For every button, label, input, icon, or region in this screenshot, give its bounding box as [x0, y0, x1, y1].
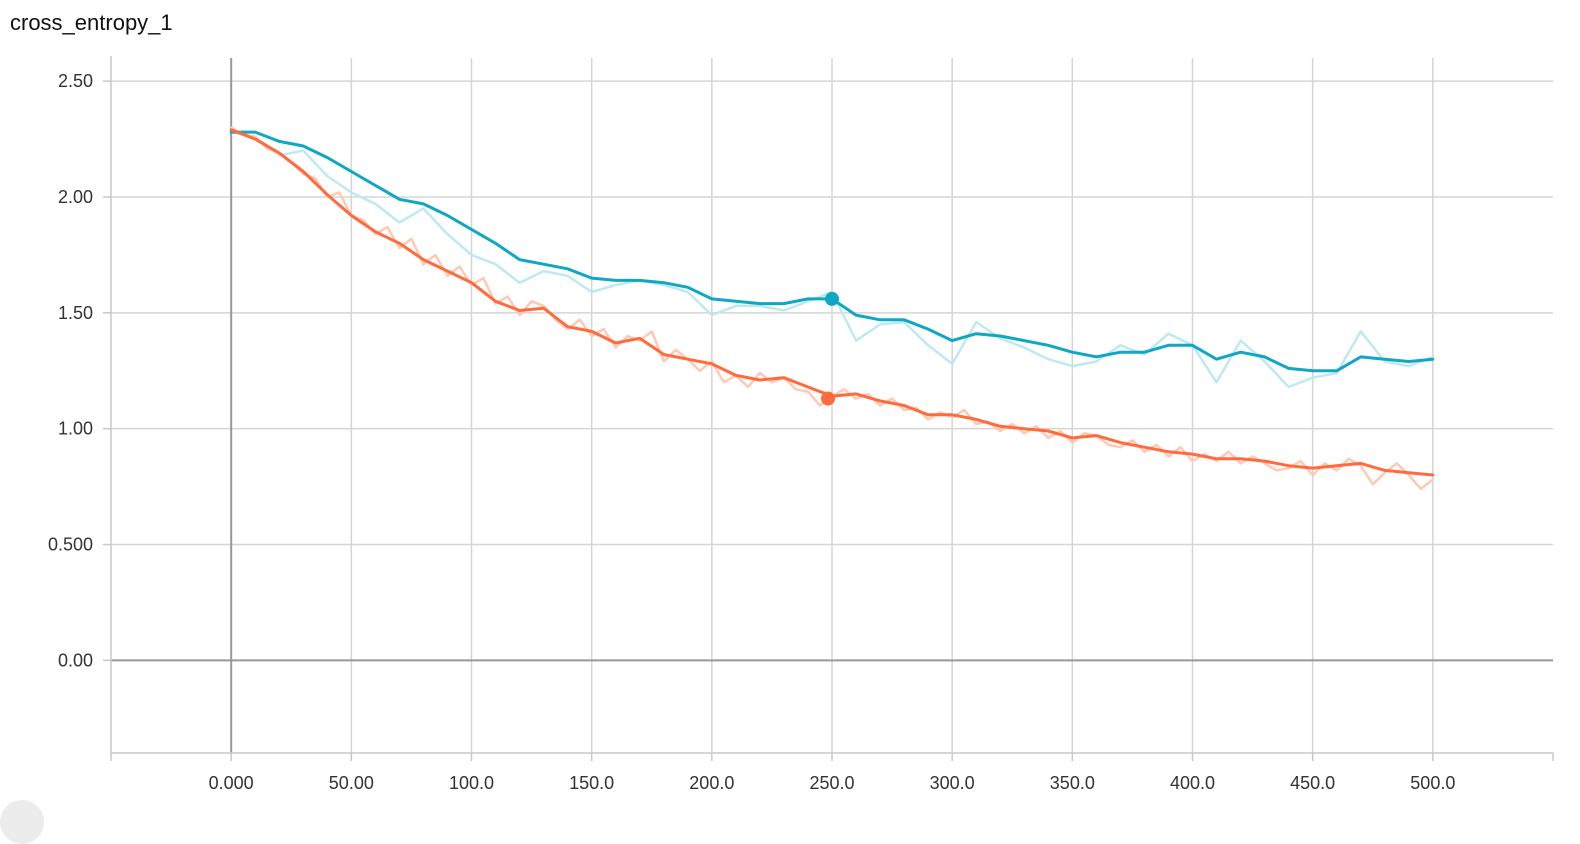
- x-tick-label: 450.0: [1290, 773, 1335, 793]
- x-tick-label: 400.0: [1170, 773, 1215, 793]
- y-tick-label: 0.500: [48, 535, 93, 555]
- axes: [103, 56, 1554, 761]
- x-tick-label: 200.0: [689, 773, 734, 793]
- chart-area: 0.000 50.00 100.0 150.0 200.0 250.0 300.0 350.0…: [0, 0, 1580, 820]
- x-tick-label: 350.0: [1050, 773, 1095, 793]
- y-tick-label: 2.00: [58, 187, 93, 207]
- corner-circle-button[interactable]: [0, 800, 44, 844]
- x-tick-label: 50.00: [329, 773, 374, 793]
- hover-point-orange: [821, 391, 835, 406]
- x-tick-label: 0.000: [209, 773, 254, 793]
- x-tick-label: 500.0: [1410, 773, 1455, 793]
- x-tick-label: 150.0: [569, 773, 614, 793]
- y-tick-label: 1.00: [58, 419, 93, 439]
- line-chart[interactable]: 0.000 50.00 100.0 150.0 200.0 250.0 300.0 350.0…: [0, 0, 1580, 820]
- y-tick-label: 0.00: [58, 650, 93, 670]
- chart-title: cross_entropy_1: [10, 10, 173, 35]
- grid-lines: [111, 58, 1553, 753]
- y-tick-label: 2.50: [58, 71, 93, 91]
- x-tick-label: 250.0: [809, 773, 854, 793]
- tick-labels: 0.000 50.00 100.0 150.0 200.0 250.0 300.0 350.0…: [48, 71, 1455, 793]
- hover-point-teal: [825, 291, 839, 306]
- x-tick-label: 300.0: [930, 773, 975, 793]
- hover-markers: [821, 291, 839, 406]
- y-tick-label: 1.50: [58, 303, 93, 323]
- x-tick-label: 100.0: [449, 773, 494, 793]
